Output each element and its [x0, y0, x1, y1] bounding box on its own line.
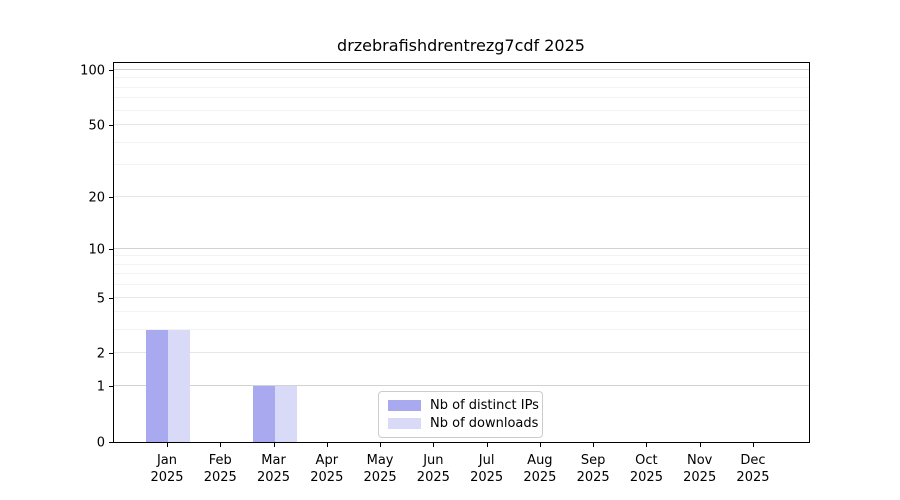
x-tick-label: Nov 2025 — [683, 453, 717, 485]
legend-swatch-distinct-ips — [388, 400, 421, 411]
y-tick-label: 10 — [88, 242, 105, 258]
legend-swatch-downloads — [388, 418, 421, 429]
gridline — [114, 263, 809, 265]
legend-label-downloads: Nb of downloads — [430, 416, 539, 431]
x-tick-label: May 2025 — [363, 453, 397, 485]
bar-downloads — [168, 330, 190, 442]
y-tick-label: 1 — [96, 379, 105, 395]
x-tick-mark — [699, 443, 701, 447]
bar-distinct-ips — [252, 386, 275, 442]
gridline — [114, 124, 809, 126]
y-tick-mark — [109, 297, 113, 299]
bar-downloads — [274, 386, 297, 442]
gridline — [114, 195, 809, 197]
y-tick-label: 2 — [96, 346, 105, 362]
gridline — [114, 164, 809, 166]
legend: Nb of distinct IPs Nb of downloads — [378, 391, 543, 438]
x-tick-label: Jun 2025 — [416, 453, 450, 485]
y-tick-mark — [109, 248, 113, 250]
x-tick-label: Feb 2025 — [203, 453, 237, 485]
y-tick-label: 5 — [96, 291, 105, 307]
gridline — [114, 141, 809, 143]
x-tick-label: Apr 2025 — [310, 453, 344, 485]
chart-title: drzebrafishdrentrezg7cdf 2025 — [337, 36, 585, 55]
gridline — [114, 385, 809, 387]
x-tick-mark — [433, 443, 435, 447]
x-tick-label: Aug 2025 — [523, 453, 557, 485]
legend-item-downloads: Nb of downloads — [388, 416, 538, 431]
x-tick-mark — [273, 443, 275, 447]
x-tick-label: Sep 2025 — [576, 453, 610, 485]
x-tick-label: Mar 2025 — [256, 453, 291, 485]
x-tick-label: Jul 2025 — [470, 453, 504, 485]
legend-label-distinct-ips: Nb of distinct IPs — [430, 398, 539, 413]
gridline — [114, 69, 809, 71]
gridline — [114, 255, 809, 257]
gridline — [114, 86, 809, 88]
gridline — [114, 109, 809, 111]
x-tick-mark — [646, 443, 648, 447]
gridline — [114, 284, 809, 286]
x-tick-mark — [380, 443, 382, 447]
x-tick-mark — [486, 443, 488, 447]
gridline — [114, 329, 809, 331]
x-tick-label: Oct 2025 — [629, 453, 663, 485]
gridline — [114, 97, 809, 99]
y-tick-label: 100 — [80, 63, 105, 79]
y-tick-label: 20 — [88, 190, 105, 206]
gridline — [114, 296, 809, 298]
x-tick-mark — [752, 443, 754, 447]
x-tick-mark — [326, 443, 328, 447]
y-tick-mark — [109, 196, 113, 198]
x-tick-mark — [539, 443, 541, 447]
y-tick-label: 50 — [88, 118, 105, 134]
bar-distinct-ips — [146, 330, 168, 442]
y-tick-mark — [109, 70, 113, 72]
gridline — [114, 77, 809, 79]
gridline — [114, 273, 809, 275]
x-tick-label: Jan 2025 — [150, 453, 184, 485]
gridline — [114, 311, 809, 313]
x-tick-label: Dec 2025 — [736, 453, 770, 485]
x-tick-mark — [167, 443, 168, 447]
y-tick-label: 0 — [96, 435, 105, 451]
y-tick-mark — [109, 442, 113, 443]
y-tick-mark — [109, 353, 113, 355]
gridline — [114, 247, 809, 249]
y-tick-mark — [109, 125, 113, 127]
x-tick-mark — [593, 443, 595, 447]
legend-item-distinct-ips: Nb of distinct IPs — [388, 398, 539, 413]
y-tick-mark — [109, 386, 113, 388]
x-tick-mark — [220, 443, 222, 447]
plot-area — [113, 62, 810, 443]
gridline — [114, 352, 809, 354]
